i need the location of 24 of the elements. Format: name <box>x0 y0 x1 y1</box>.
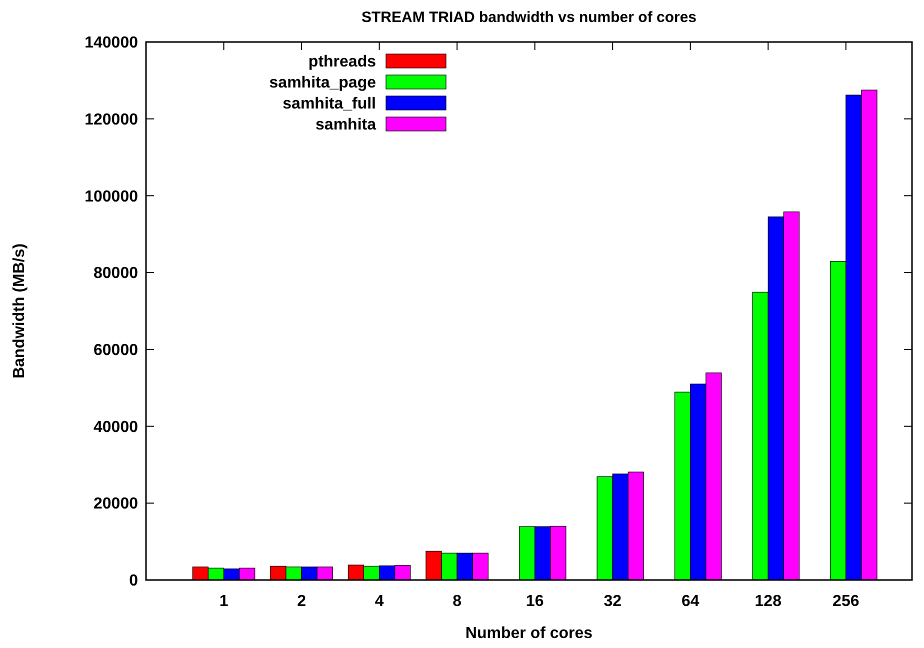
y-tick-label: 80000 <box>94 265 138 282</box>
y-tick-label: 140000 <box>84 34 138 52</box>
chart-title: STREAM TRIAD bandwidth vs number of cores <box>361 9 697 26</box>
y-axis-title: Bandwidth (MB/s) <box>11 243 28 379</box>
x-tick-label: 1 <box>219 593 228 610</box>
legend-label: samhita <box>316 116 376 134</box>
x-tick-label: 16 <box>526 593 544 610</box>
x-tick-label: 4 <box>374 593 384 610</box>
x-tick-label: 128 <box>754 593 782 610</box>
y-tick-label: 100000 <box>84 188 138 206</box>
y-tick-label: 20000 <box>94 496 138 513</box>
y-tick-label: 0 <box>129 572 138 590</box>
y-tick-label: 60000 <box>94 342 138 360</box>
legend-label: samhita_full <box>282 96 376 113</box>
y-tick-label: 40000 <box>94 418 138 436</box>
x-tick-label: 2 <box>297 593 306 610</box>
legend-label: pthreads <box>308 54 376 71</box>
x-tick-label: 8 <box>452 593 462 610</box>
x-tick-label: 32 <box>604 593 622 610</box>
legend-label: samhita_page <box>269 74 376 92</box>
x-tick-label: 64 <box>681 593 700 610</box>
x-tick-label: 256 <box>832 593 860 610</box>
y-tick-label: 120000 <box>84 111 138 128</box>
x-axis-title: Number of cores <box>465 625 593 642</box>
